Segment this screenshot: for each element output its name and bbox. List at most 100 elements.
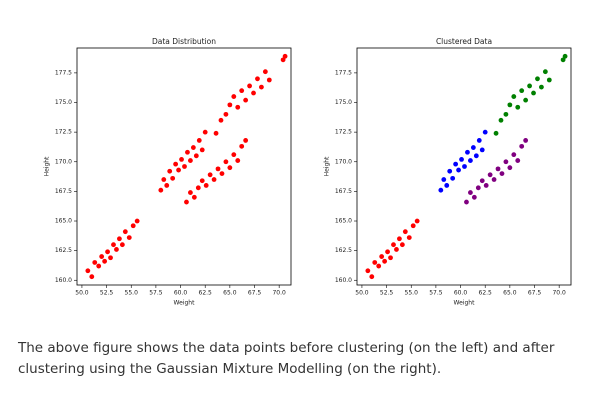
point xyxy=(92,260,98,265)
point xyxy=(519,88,525,94)
point xyxy=(188,190,193,195)
point xyxy=(218,117,224,123)
point xyxy=(441,177,447,182)
point xyxy=(464,199,469,205)
point xyxy=(196,138,202,143)
point xyxy=(388,255,393,261)
point xyxy=(235,158,241,163)
y-tick-label: 172.5 xyxy=(335,129,352,136)
x-axis-label: Weight xyxy=(174,300,196,307)
point xyxy=(519,143,525,149)
point xyxy=(280,57,286,63)
point xyxy=(223,111,229,117)
point xyxy=(406,235,412,241)
point xyxy=(96,263,102,269)
y-tick-label: 165.0 xyxy=(335,218,352,225)
point xyxy=(173,161,179,167)
charts: Data Distribution Weight Height 50.0 52.5 55.… xyxy=(44,37,572,307)
point xyxy=(161,177,167,182)
point xyxy=(468,190,473,195)
point xyxy=(491,177,497,182)
point xyxy=(479,178,485,184)
point xyxy=(399,242,405,248)
plot-frame xyxy=(356,47,572,286)
x-tick-label: 60.0 xyxy=(454,290,468,297)
x-tick-label: 57.5 xyxy=(429,290,443,297)
y-tick-label: 160.0 xyxy=(55,277,72,284)
point xyxy=(402,229,408,235)
caption: The above figure shows the data points b… xyxy=(18,340,555,377)
point xyxy=(190,145,196,150)
point xyxy=(199,147,205,153)
point xyxy=(211,177,217,182)
point xyxy=(465,149,470,155)
x-tick-label: 67.5 xyxy=(248,290,262,297)
point xyxy=(188,158,193,163)
point xyxy=(170,175,176,181)
chart-title: Data Distribution xyxy=(152,37,216,46)
x-tick-label: 60.0 xyxy=(174,290,188,297)
y-tick-label: 167.5 xyxy=(335,188,352,195)
point xyxy=(487,172,493,178)
point xyxy=(184,199,189,205)
point xyxy=(215,166,221,172)
y-axis-label: Height xyxy=(324,156,331,176)
point xyxy=(385,249,390,255)
point xyxy=(167,168,173,174)
point xyxy=(247,83,252,89)
point xyxy=(266,77,272,83)
point xyxy=(482,129,488,135)
point xyxy=(126,235,132,241)
point xyxy=(511,94,517,99)
y-tick-label: 177.5 xyxy=(55,69,72,76)
point xyxy=(219,171,225,177)
point xyxy=(111,242,116,248)
point xyxy=(119,242,125,248)
y-tick-label: 162.5 xyxy=(55,247,72,254)
point xyxy=(515,104,521,110)
point xyxy=(122,229,128,235)
point xyxy=(453,161,459,167)
y-tick-label: 165.0 xyxy=(55,218,72,225)
point xyxy=(134,218,140,224)
point xyxy=(515,158,521,163)
point xyxy=(235,104,241,110)
point xyxy=(191,194,197,200)
point xyxy=(470,145,476,150)
x-tick-label: 52.5 xyxy=(380,290,394,297)
point xyxy=(282,53,288,59)
x-tick-label: 55.0 xyxy=(405,290,419,297)
point xyxy=(507,165,513,171)
point xyxy=(379,254,385,259)
y-tick-label: 170.0 xyxy=(55,158,72,165)
y-axis-label: Height xyxy=(44,156,51,176)
point xyxy=(503,111,509,117)
x-tick-label: 52.5 xyxy=(100,290,114,297)
point xyxy=(105,249,110,255)
point xyxy=(202,129,208,135)
point xyxy=(473,153,479,159)
point xyxy=(231,152,237,158)
y-tick-label: 177.5 xyxy=(335,69,352,76)
point xyxy=(410,223,416,229)
x-tick-label: 65.0 xyxy=(503,290,517,297)
point xyxy=(511,152,517,158)
point xyxy=(102,258,108,264)
point xyxy=(531,90,536,96)
x-tick-label: 55.0 xyxy=(125,290,139,297)
point xyxy=(471,194,477,200)
y-tick-label: 175.0 xyxy=(55,99,72,106)
point xyxy=(476,138,482,143)
point xyxy=(255,76,260,82)
x-tick-label: 62.5 xyxy=(479,290,493,297)
point xyxy=(262,69,268,75)
point xyxy=(560,57,566,63)
y-tick-label: 167.5 xyxy=(55,188,72,195)
y-tick-label: 172.5 xyxy=(55,129,72,136)
point xyxy=(179,156,184,162)
point xyxy=(85,268,91,274)
plot-frame xyxy=(76,47,292,286)
point xyxy=(239,143,245,149)
point xyxy=(450,175,456,181)
x-tick-label: 62.5 xyxy=(199,290,213,297)
